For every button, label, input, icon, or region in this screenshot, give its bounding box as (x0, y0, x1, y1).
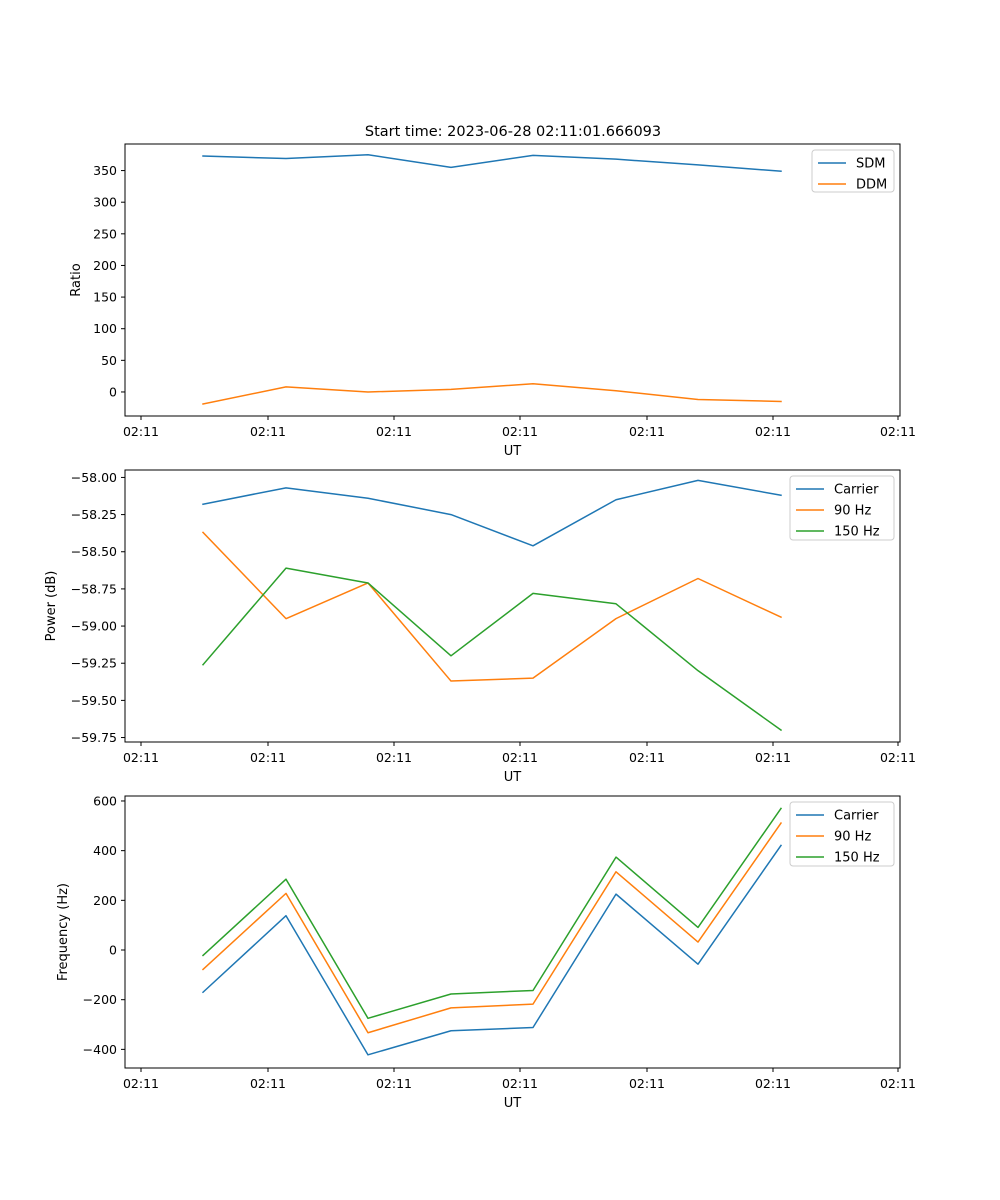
y-tick-label: 50 (101, 353, 117, 368)
legend-label: 90 Hz (834, 830, 871, 845)
series-line-150-hz (201, 807, 783, 1020)
x-tick-label: 02:11 (755, 750, 791, 765)
y-tick-label: −58.75 (71, 581, 117, 596)
y-tick-label: −400 (83, 1042, 117, 1057)
y-tick-label: 0 (109, 384, 117, 399)
x-tick-label: 02:11 (880, 1076, 916, 1091)
x-tick-label: 02:11 (755, 1076, 791, 1091)
y-tick-label: −59.25 (71, 656, 117, 671)
y-tick-label: −59.75 (71, 730, 117, 745)
legend-label: SDM (856, 157, 885, 172)
panel-2: 02:11 02:11 02:11 02:11 02:11 02:11 02:11 −58.0… (44, 469, 916, 785)
x-tick-label: 02:11 (629, 1076, 665, 1091)
legend-label: 90 Hz (834, 504, 871, 519)
y-tick-label: 100 (93, 321, 117, 336)
legend: SDM DDM (811, 149, 895, 193)
series-line-90-hz (201, 531, 782, 682)
x-tick-label: 02:11 (250, 424, 286, 439)
series-line-ddm (202, 382, 782, 405)
y-tick-label: 150 (93, 290, 117, 305)
series-line-carrier (201, 844, 783, 1056)
legend: Carrier 90 Hz 150 Hz (789, 475, 895, 541)
series-line-carrier (202, 479, 782, 547)
legend-box (789, 801, 895, 867)
panel-3: 02:11 02:11 02:11 02:11 02:11 02:11 02:11 −400 −… (56, 793, 916, 1111)
legend-box (789, 475, 895, 541)
x-tick-label: 02:11 (250, 750, 286, 765)
legend-label: Carrier (834, 483, 879, 498)
legend: Carrier 90 Hz 150 Hz (789, 801, 895, 867)
y-tick-label: 200 (93, 258, 117, 273)
axes-frame (124, 795, 901, 1069)
y-tick-label: 400 (93, 843, 117, 858)
y-tick-label: −58.25 (71, 507, 117, 522)
x-tick-label: 02:11 (123, 424, 159, 439)
y-tick-label: 0 (109, 943, 117, 958)
y-tick-label: 200 (93, 893, 117, 908)
x-tick-label: 02:11 (123, 750, 159, 765)
legend-label: 150 Hz (834, 851, 880, 866)
legend-box (811, 149, 895, 193)
y-axis-label: Ratio (69, 263, 84, 296)
series-line-90-hz (201, 822, 783, 1034)
y-tick-label: 600 (93, 793, 117, 808)
x-tick-label: 02:11 (502, 1076, 538, 1091)
y-tick-label: 350 (93, 163, 117, 178)
x-tick-label: 02:11 (376, 1076, 412, 1091)
x-tick-label: 02:11 (250, 1076, 286, 1091)
y-tick-label: −59.00 (71, 619, 117, 634)
axes-frame (124, 143, 901, 417)
legend-label: DDM (856, 178, 887, 193)
x-tick-label: 02:11 (502, 750, 538, 765)
y-tick-label: 300 (93, 195, 117, 210)
x-axis-label: UT (504, 770, 522, 785)
y-tick-label: 250 (93, 226, 117, 241)
legend-label: 150 Hz (834, 525, 880, 540)
y-tick-label: −200 (83, 992, 117, 1007)
x-tick-label: 02:11 (376, 424, 412, 439)
x-tick-label: 02:11 (629, 424, 665, 439)
series-line-sdm (202, 154, 782, 173)
y-tick-label: −58.00 (71, 470, 117, 485)
series-line-150-hz (201, 567, 783, 732)
x-tick-label: 02:11 (880, 424, 916, 439)
x-tick-label: 02:11 (502, 424, 538, 439)
y-tick-label: −58.50 (71, 544, 117, 559)
x-tick-label: 02:11 (123, 1076, 159, 1091)
x-tick-label: 02:11 (376, 750, 412, 765)
figure-title: Start time: 2023-06-28 02:11:01.666093 (365, 124, 661, 140)
panels: 02:11 02:11 02:11 02:11 02:11 02:11 02:11 0 50 10… (44, 143, 916, 1111)
y-axis-label: Power (dB) (44, 571, 59, 642)
x-tick-label: 02:11 (880, 750, 916, 765)
x-tick-label: 02:11 (629, 750, 665, 765)
legend-label: Carrier (834, 809, 879, 824)
x-axis-label: UT (504, 1096, 522, 1111)
x-tick-label: 02:11 (755, 424, 791, 439)
panel-1: 02:11 02:11 02:11 02:11 02:11 02:11 02:11 0 50 10… (69, 143, 916, 459)
y-axis-label: Frequency (Hz) (56, 883, 71, 981)
x-axis-label: UT (504, 444, 522, 459)
y-tick-label: −59.50 (71, 693, 117, 708)
axes-frame (124, 469, 901, 743)
